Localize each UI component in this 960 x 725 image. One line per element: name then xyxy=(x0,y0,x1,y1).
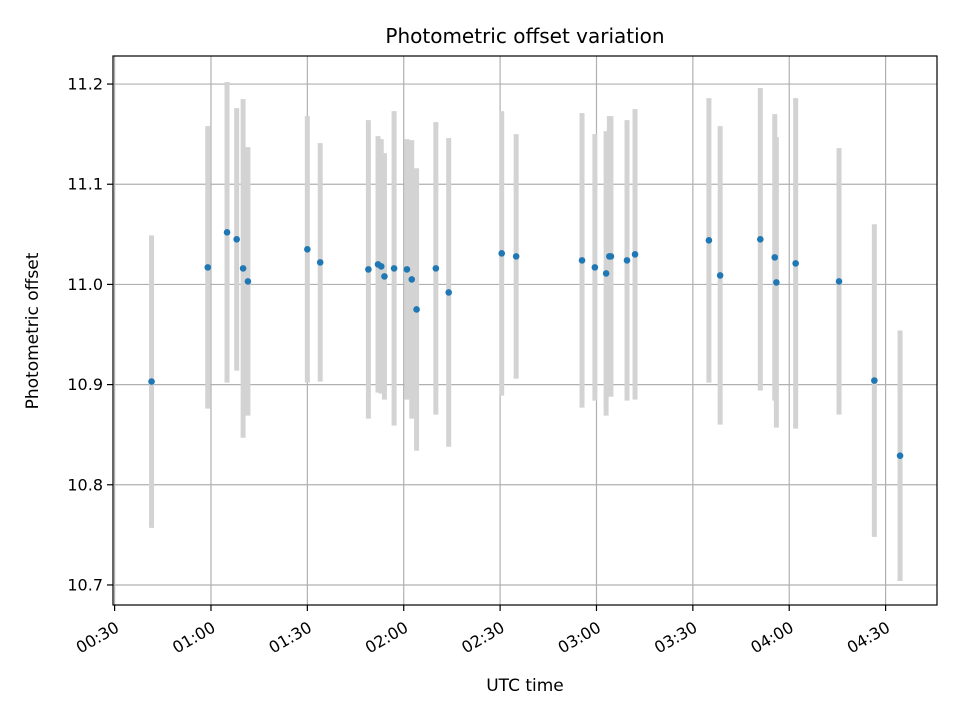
data-point xyxy=(239,265,247,272)
y-tick-label: 11.2 xyxy=(67,75,103,94)
plot-frame xyxy=(112,55,938,606)
data-point xyxy=(445,289,453,296)
data-point xyxy=(716,272,724,279)
data-point xyxy=(244,278,252,285)
data-point xyxy=(204,264,212,271)
y-tick-label: 10.7 xyxy=(67,575,103,594)
data-point xyxy=(390,265,398,272)
data-point xyxy=(835,278,843,285)
y-tick-label: 10.9 xyxy=(67,375,103,394)
data-point xyxy=(432,265,440,272)
data-point xyxy=(578,257,586,264)
y-axis-ticks: 10.7 10.8 10.9 11.0 11.1 11.2 xyxy=(67,75,113,594)
data-point xyxy=(512,253,520,260)
data-point xyxy=(871,377,878,384)
data-point xyxy=(233,236,240,243)
data-point xyxy=(631,251,639,258)
data-point xyxy=(705,237,713,244)
data-point xyxy=(771,254,779,261)
data-point xyxy=(365,266,372,273)
data-point xyxy=(223,229,231,236)
y-tick-label: 10.8 xyxy=(67,475,103,494)
data-point xyxy=(148,378,155,385)
data-point xyxy=(602,270,610,277)
data-point xyxy=(408,276,416,283)
data-point xyxy=(304,246,311,253)
data-point xyxy=(623,257,631,264)
data-point xyxy=(757,236,764,243)
y-tick-label: 11.1 xyxy=(67,175,103,194)
data-points xyxy=(148,229,904,460)
data-point xyxy=(377,263,385,270)
y-axis-label: Photometric offset xyxy=(23,252,43,409)
data-point xyxy=(773,279,780,286)
x-axis-label: UTC time xyxy=(486,676,564,696)
data-point xyxy=(498,250,506,257)
data-point xyxy=(316,259,324,266)
chart-title: Photometric offset variation xyxy=(385,24,664,48)
data-point xyxy=(381,273,388,280)
data-point xyxy=(607,253,615,260)
y-tick-label: 11.0 xyxy=(67,275,103,294)
data-point xyxy=(413,306,420,313)
data-point xyxy=(591,264,599,271)
data-point xyxy=(403,266,411,273)
data-point xyxy=(896,452,904,460)
data-point xyxy=(792,260,799,267)
